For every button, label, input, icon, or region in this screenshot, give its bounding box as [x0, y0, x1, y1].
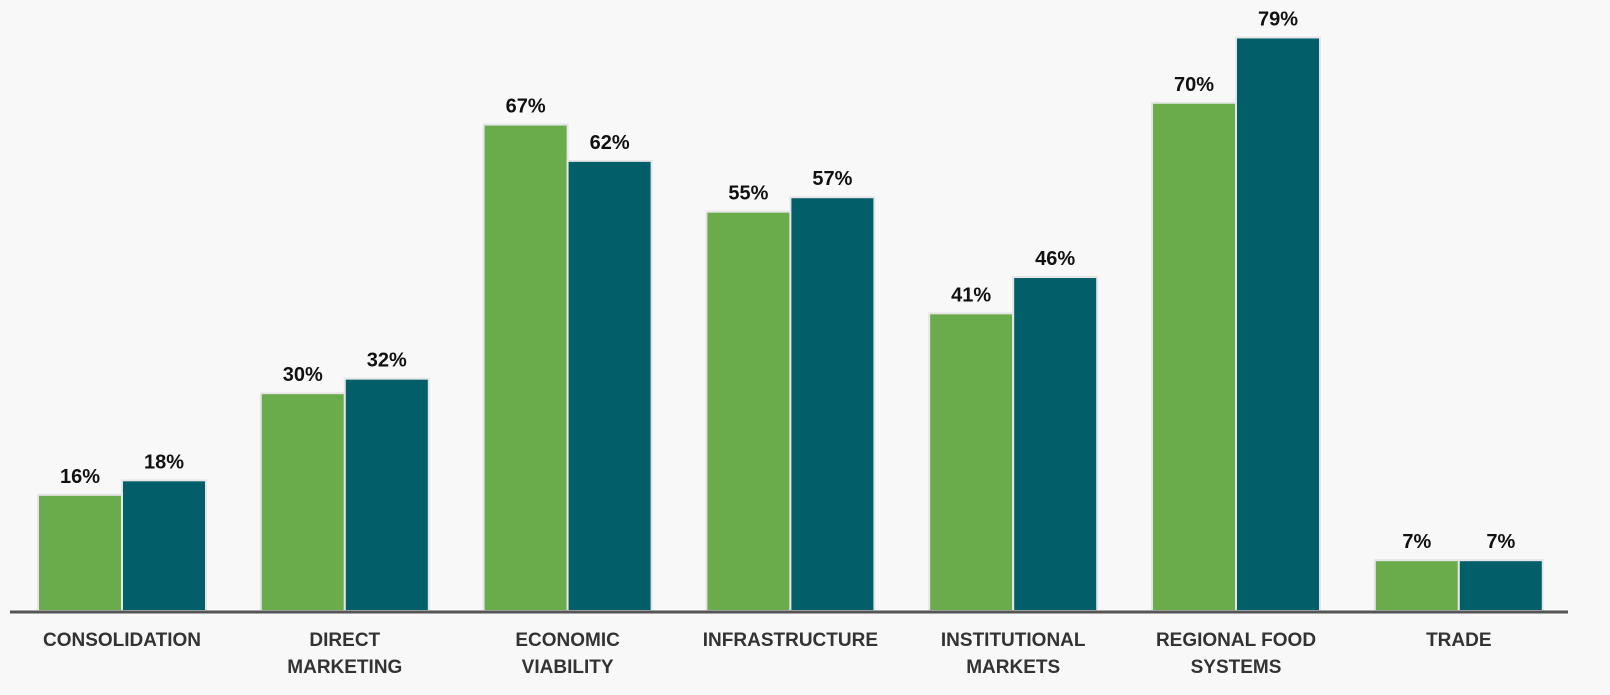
- data-label-series2-1: 32%: [367, 350, 407, 372]
- category-label-6: TRADE: [1426, 630, 1491, 651]
- bar-series2-4: [1012, 276, 1099, 612]
- bar-series2-5: [1235, 36, 1321, 612]
- category-label-4-line1: INSTITUTIONAL: [941, 630, 1086, 651]
- data-label-series2-2: 62%: [590, 132, 630, 154]
- data-label-series1-3: 55%: [728, 183, 768, 205]
- category-label-5-line2: SYSTEMS: [1191, 657, 1282, 678]
- category-label-0: CONSOLIDATION: [43, 630, 201, 651]
- bar-series2-3: [789, 196, 876, 612]
- category-label-2-line1: ECONOMIC: [515, 630, 620, 651]
- bar-series1-2: [482, 123, 569, 613]
- data-label-series1-0: 16%: [60, 466, 100, 488]
- data-label-series2-5: 79%: [1258, 8, 1298, 30]
- bar-series2-6: [1457, 559, 1544, 612]
- category-label-1-line1: DIRECT: [309, 630, 380, 651]
- data-label-series2-3: 57%: [812, 168, 852, 190]
- bar-series1-6: [1373, 559, 1460, 612]
- data-label-series2-4: 46%: [1035, 248, 1075, 270]
- data-label-series2-0: 18%: [144, 451, 184, 473]
- category-label-1-line2: MARKETING: [287, 657, 402, 678]
- bar-series1-1: [259, 392, 346, 613]
- data-label-series1-4: 41%: [951, 284, 991, 306]
- category-label-3: INFRASTRUCTURE: [703, 630, 878, 651]
- data-label-series1-1: 30%: [283, 364, 323, 386]
- category-label-4-line2: MARKETS: [966, 657, 1060, 678]
- data-label-series2-6: 7%: [1486, 531, 1515, 553]
- category-label-2-line2: VIABILITY: [522, 657, 614, 678]
- bar-series2-1: [343, 377, 430, 612]
- data-label-series1-6: 7%: [1402, 531, 1431, 553]
- category-label-5-line1: REGIONAL FOOD: [1156, 630, 1316, 651]
- data-label-series1-2: 67%: [506, 96, 546, 118]
- bar-series1-3: [705, 210, 792, 612]
- bar-series1-5: [1151, 101, 1237, 613]
- bar-series1-0: [37, 493, 123, 612]
- bar-series2-2: [566, 159, 653, 612]
- data-label-series1-5: 70%: [1174, 74, 1214, 96]
- bar-series1-4: [928, 312, 1015, 612]
- bar-series2-0: [121, 479, 207, 612]
